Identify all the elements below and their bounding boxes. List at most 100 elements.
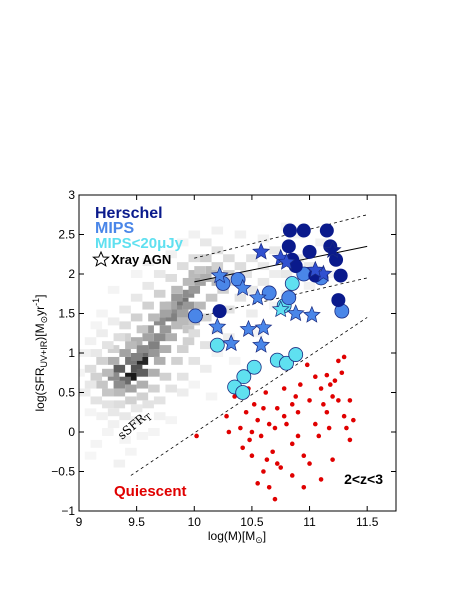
point-quiescent: [264, 457, 270, 462]
point-quiescent: [272, 496, 278, 502]
density-bin: [90, 372, 103, 381]
density-bin: [269, 246, 281, 255]
legend-herschel: Herschel: [95, 205, 163, 222]
density-bin: [79, 368, 85, 377]
point-quiescent: [304, 362, 310, 368]
density-bin: [90, 349, 103, 357]
point-xray-agn: [252, 242, 271, 260]
density-bin: [176, 345, 189, 353]
point-quiescent: [330, 394, 335, 399]
density-bin: [125, 447, 137, 456]
point-quiescent: [263, 390, 269, 395]
density-bin: [90, 439, 103, 448]
point-xray-agn: [210, 266, 229, 284]
density-bin: [153, 333, 166, 342]
point-quiescent: [251, 402, 257, 407]
legend-xray: Xray AGN: [111, 252, 171, 267]
point-quiescent: [344, 425, 349, 431]
x-tick-label: 9: [76, 515, 83, 529]
density-bin: [176, 372, 189, 381]
point-quiescent: [289, 441, 295, 447]
x-tick-label: 10.5: [240, 515, 264, 529]
y-tick-label: −1: [61, 504, 75, 518]
redshift-label: 2<z<3: [344, 471, 383, 487]
density-bin: [223, 333, 235, 342]
density-bin: [165, 274, 177, 282]
density-bin: [303, 281, 316, 290]
point-xray-agn: [208, 317, 227, 335]
point-quiescent: [336, 398, 341, 403]
density-bin: [223, 305, 235, 314]
point-quiescent: [324, 372, 330, 378]
density-bin: [182, 301, 195, 310]
point-quiescent: [274, 461, 280, 466]
point-quiescent: [307, 398, 312, 403]
density-bin: [148, 341, 160, 350]
density-bin: [165, 333, 177, 342]
density-bin: [171, 356, 183, 365]
point-quiescent: [278, 465, 284, 470]
density-bin: [200, 254, 212, 263]
point-mips: [281, 290, 297, 306]
point-mips-20-jy: [279, 355, 294, 371]
density-bin: [211, 262, 224, 271]
point-quiescent: [327, 382, 333, 387]
density-bin: [194, 301, 206, 310]
density-bin: [102, 368, 114, 377]
density-bin: [79, 388, 91, 397]
point-quiescent: [224, 413, 229, 419]
ssfr-threshold-line: [130, 317, 368, 476]
density-bin: [251, 329, 264, 338]
density-bin: [200, 341, 212, 350]
point-quiescent: [330, 457, 335, 462]
point-quiescent: [332, 378, 338, 383]
density-bin: [102, 400, 114, 409]
point-quiescent: [281, 413, 287, 419]
point-quiescent: [232, 394, 237, 399]
y-axis-label: log(SFRUV+IR)[M⊙yr-1]: [31, 294, 49, 411]
point-quiescent: [318, 477, 324, 482]
density-bin: [159, 301, 172, 310]
point-quiescent: [347, 437, 353, 443]
x-tick-label: 11.5: [356, 515, 379, 529]
legend: Herschel MIPS MIPS<20μJy Xray AGN: [92, 205, 184, 267]
point-quiescent: [295, 409, 301, 415]
density-bin: [182, 337, 195, 346]
point-quiescent: [274, 406, 280, 411]
density-bin: [200, 274, 212, 282]
density-bin: [153, 412, 166, 421]
point-quiescent: [313, 374, 318, 380]
density-bin: [159, 345, 172, 353]
density-bin: [176, 309, 189, 318]
density-bin: [153, 356, 166, 365]
density-bin: [211, 246, 224, 255]
density-bin: [107, 317, 120, 326]
density-bin: [79, 349, 91, 357]
density-bin: [96, 412, 108, 421]
density-bin: [200, 313, 212, 322]
point-quiescent: [351, 417, 356, 423]
density-bin: [194, 277, 206, 286]
y-tick-label: 2: [68, 267, 75, 281]
density-bin: [246, 254, 258, 263]
x-tick-label: 11: [303, 515, 316, 529]
density-bin: [113, 459, 126, 468]
density-bin: [200, 364, 212, 373]
density-bin: [119, 321, 131, 330]
density-bin: [223, 254, 235, 263]
density-bin: [130, 416, 143, 425]
point-mips-20-jy: [284, 276, 300, 291]
point-quiescent: [240, 445, 245, 451]
density-bin: [211, 349, 224, 357]
density-bin: [142, 400, 154, 409]
point-quiescent: [261, 469, 266, 474]
point-herschel: [282, 223, 297, 238]
density-bin: [171, 293, 183, 302]
point-herschel: [319, 223, 334, 238]
density-bin: [130, 270, 143, 278]
point-xray-agn: [306, 260, 325, 278]
density-bin: [176, 317, 189, 326]
density-bin: [136, 432, 149, 440]
density-bin: [171, 285, 183, 294]
density-bin: [136, 325, 149, 334]
